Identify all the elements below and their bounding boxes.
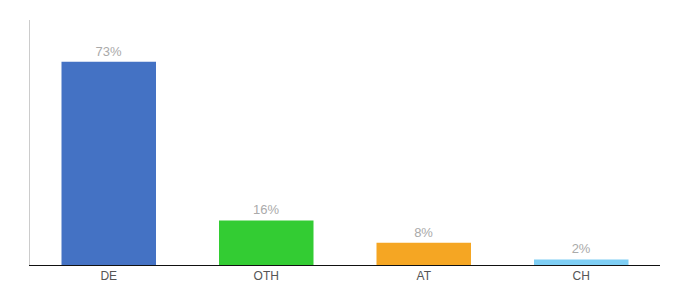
svg-text:DE: DE [100, 269, 117, 283]
svg-text:AT: AT [417, 269, 432, 283]
svg-text:73%: 73% [96, 44, 122, 59]
svg-text:8%: 8% [414, 225, 433, 240]
svg-text:16%: 16% [253, 202, 279, 217]
svg-text:OTH: OTH [254, 269, 279, 283]
svg-text:CH: CH [573, 269, 590, 283]
svg-text:2%: 2% [572, 241, 591, 256]
